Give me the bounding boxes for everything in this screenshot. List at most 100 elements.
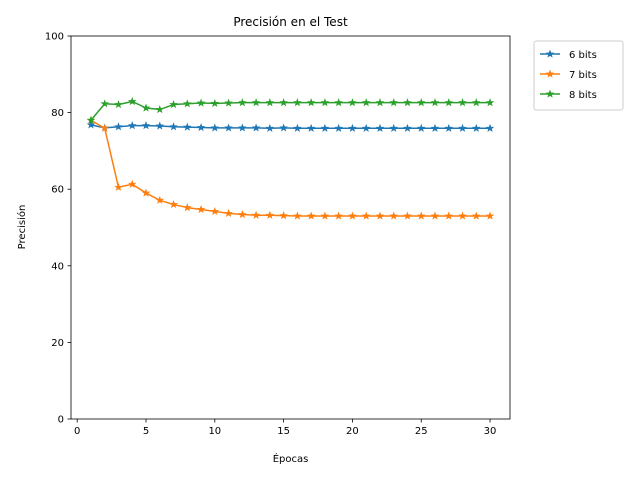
data-point: [183, 122, 192, 131]
data-point: [293, 98, 302, 107]
data-point: [265, 123, 275, 132]
data-point: [210, 123, 220, 132]
series-8-bits: [86, 97, 495, 124]
y-axis-label: Precisión: [16, 205, 28, 250]
data-point: [128, 121, 137, 130]
data-point: [334, 98, 343, 107]
data-point: [389, 123, 398, 132]
data-point: [238, 98, 247, 107]
data-point: [86, 115, 96, 124]
legend-marker: [545, 89, 555, 98]
data-point: [155, 121, 165, 130]
data-point: [472, 123, 481, 132]
data-point: [196, 98, 206, 107]
x-tick-label: 20: [346, 426, 359, 437]
data-point: [183, 203, 192, 212]
y-tick-label: 100: [45, 32, 64, 43]
legend-item: 6 bits: [540, 49, 597, 61]
data-point: [86, 120, 96, 129]
data-point: [320, 123, 330, 132]
data-point: [458, 211, 467, 220]
data-point: [306, 123, 316, 132]
series-line: [90, 100, 491, 121]
data-point: [127, 179, 137, 188]
y-tick-label: 0: [58, 415, 64, 426]
data-point: [114, 182, 123, 191]
data-point: [348, 123, 357, 132]
x-tick-label: 10: [208, 426, 221, 437]
data-point: [251, 210, 261, 219]
data-point: [128, 97, 137, 106]
data-point: [251, 98, 261, 107]
data-point: [265, 98, 275, 107]
data-point: [348, 98, 357, 107]
data-point: [169, 122, 178, 131]
data-point: [210, 98, 220, 108]
data-point: [196, 205, 206, 214]
plot-area: [86, 97, 495, 220]
data-point: [375, 123, 385, 132]
data-point: [361, 98, 371, 107]
data-point: [114, 100, 123, 109]
plot-frame: [70, 35, 511, 420]
data-point: [251, 123, 261, 132]
data-point: [430, 123, 440, 132]
data-point: [389, 211, 398, 220]
data-point: [224, 123, 233, 132]
data-point: [183, 99, 192, 108]
data-point: [265, 210, 275, 219]
data-point: [238, 210, 247, 219]
data-point: [100, 123, 109, 132]
data-point: [155, 195, 165, 204]
legend-item: 8 bits: [540, 89, 597, 101]
y-tick-label: 40: [51, 261, 64, 272]
data-point: [169, 100, 178, 109]
legend-label: 8 bits: [569, 90, 597, 101]
data-point: [279, 211, 288, 220]
legend: 6 bits 7 bits 8 bits: [533, 40, 624, 111]
data-point: [458, 98, 467, 107]
legend-marker: [545, 69, 555, 78]
data-point: [169, 200, 178, 209]
data-point: [334, 211, 343, 220]
x-axis: 0 5 10 15 20 25 30: [74, 419, 496, 437]
legend-label: 7 bits: [569, 70, 597, 81]
data-point: [403, 98, 412, 107]
data-point: [224, 98, 233, 107]
data-point: [348, 211, 357, 220]
data-point: [210, 206, 220, 216]
data-point: [416, 123, 426, 132]
data-point: [403, 211, 412, 220]
data-point: [375, 98, 385, 107]
data-point: [141, 121, 151, 130]
data-point: [100, 99, 109, 108]
data-point: [472, 98, 481, 107]
data-point: [361, 123, 371, 132]
data-point: [279, 123, 288, 132]
data-point: [472, 211, 481, 220]
data-point: [375, 211, 385, 220]
data-point: [141, 103, 151, 112]
data-point: [430, 211, 440, 220]
data-point: [444, 98, 453, 107]
legend-marker: [545, 49, 555, 58]
data-point: [334, 123, 343, 132]
y-tick-label: 60: [51, 185, 64, 196]
data-point: [141, 188, 151, 197]
data-point: [444, 211, 454, 220]
data-point: [279, 98, 288, 107]
x-tick-label: 30: [484, 426, 497, 437]
data-point: [196, 123, 206, 132]
data-point: [458, 123, 467, 132]
x-tick-label: 25: [415, 426, 428, 437]
legend-label: 6 bits: [569, 50, 597, 61]
chart-title: Precisión en el Test: [233, 15, 348, 29]
data-point: [306, 98, 316, 107]
data-point: [485, 211, 495, 220]
data-point: [320, 211, 330, 220]
data-point: [430, 98, 440, 107]
x-tick-label: 5: [143, 426, 149, 437]
data-point: [485, 98, 495, 107]
data-point: [293, 123, 302, 132]
